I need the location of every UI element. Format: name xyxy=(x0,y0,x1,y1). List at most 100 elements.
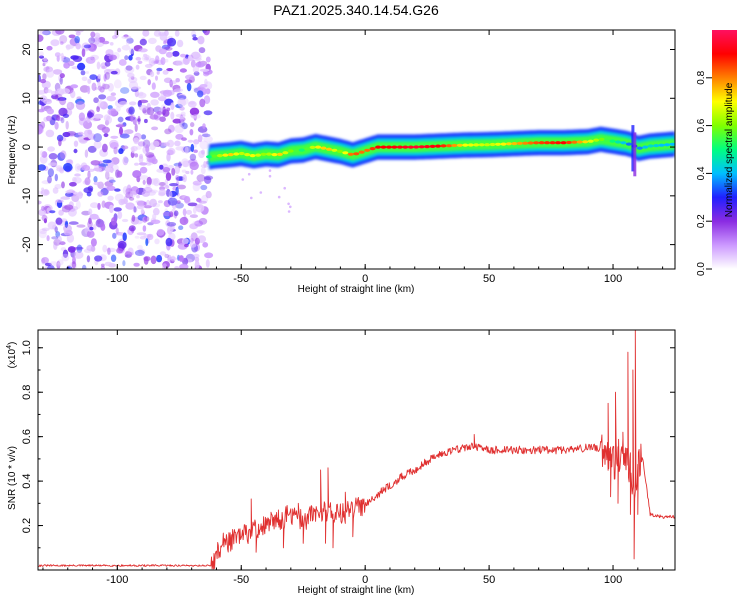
noise-speckle xyxy=(61,181,65,189)
noise-speckle xyxy=(41,227,50,232)
noise-speckle xyxy=(58,90,65,95)
spectrogram-ridge xyxy=(206,125,675,177)
ridge-peak xyxy=(369,147,376,151)
noise-speckle xyxy=(60,117,65,124)
ridge-peak xyxy=(571,140,578,144)
noise-speckle xyxy=(164,58,169,63)
noise-speckle xyxy=(193,139,200,145)
ridge-peak xyxy=(304,147,311,151)
ridge-peak xyxy=(658,143,665,147)
noise-speckle xyxy=(87,145,97,153)
noise-speckle xyxy=(150,91,160,98)
noise-speckle xyxy=(159,251,167,256)
noise-speckle xyxy=(171,168,176,176)
noise-speckle xyxy=(90,238,97,247)
noise-speckle xyxy=(84,149,89,158)
noise-speckle xyxy=(107,83,114,92)
noise-speckle xyxy=(86,230,95,238)
noise-speckle xyxy=(38,228,48,235)
noise-speckle xyxy=(62,113,69,118)
noise-speckle xyxy=(153,60,159,64)
noise-speckle xyxy=(129,190,137,198)
ridge-peak xyxy=(255,153,262,157)
noise-speckle xyxy=(196,230,205,234)
ridge-peak xyxy=(298,148,305,152)
noise-speckle xyxy=(166,68,174,72)
noise-speckle xyxy=(154,238,160,245)
noise-speckle xyxy=(189,153,197,161)
noise-speckle xyxy=(178,255,184,262)
ridge-band-green xyxy=(209,133,675,163)
noise-dot xyxy=(247,172,251,176)
noise-speckle xyxy=(184,57,189,64)
ridge-peak xyxy=(233,152,240,156)
noise-speckle xyxy=(190,237,194,243)
noise-speckle xyxy=(146,176,152,186)
noise-speckle xyxy=(170,255,176,262)
y-tick-label: 10 xyxy=(21,92,33,104)
noise-speckle xyxy=(174,124,184,134)
noise-speckle xyxy=(93,176,98,183)
noise-speckle xyxy=(47,168,55,177)
noise-speckle xyxy=(38,164,46,171)
noise-speckle xyxy=(66,233,75,243)
noise-speckle xyxy=(134,235,140,239)
ridge-peak xyxy=(353,152,360,156)
noise-speckle xyxy=(137,60,143,64)
noise-speckle xyxy=(98,94,107,100)
noise-speckle xyxy=(91,82,97,92)
noise-speckle xyxy=(185,170,190,175)
noise-speckle xyxy=(201,194,209,204)
ridge-peak xyxy=(462,143,469,147)
noise-speckle xyxy=(189,242,197,248)
noise-speckle xyxy=(42,30,51,36)
noise-speckle xyxy=(117,47,122,53)
noise-speckle xyxy=(173,210,179,217)
ridge-peak xyxy=(347,152,354,156)
noise-speckle xyxy=(127,72,135,78)
noise-speckle xyxy=(194,53,202,61)
ridge-peak xyxy=(282,151,289,155)
noise-dot xyxy=(287,210,291,213)
colorbar-tick-label: 0.2 xyxy=(696,214,707,228)
noise-speckle xyxy=(143,256,149,265)
noise-speckle xyxy=(162,109,170,117)
noise-speckle xyxy=(129,115,134,122)
noise-speckle xyxy=(39,55,44,59)
noise-speckle xyxy=(40,189,50,196)
noise-speckle xyxy=(159,142,167,147)
noise-speckle xyxy=(97,202,101,210)
ridge-peak xyxy=(287,149,294,153)
noise-speckle xyxy=(202,242,209,248)
noise-speckle xyxy=(48,162,58,166)
noise-speckle xyxy=(79,139,88,143)
noise-speckle xyxy=(110,92,117,96)
noise-speckle xyxy=(143,187,153,193)
noise-speckle xyxy=(203,95,211,105)
noise-speckle xyxy=(203,175,214,181)
noise-speckle xyxy=(131,146,135,154)
noise-speckle xyxy=(90,31,96,38)
snr-y-label: SNR (10 * v/v) xyxy=(7,446,18,510)
noise-speckle xyxy=(182,208,187,216)
ridge-peak xyxy=(473,143,480,147)
noise-speckle xyxy=(181,122,188,130)
noise-speckle xyxy=(114,193,124,202)
noise-speckle xyxy=(153,177,160,187)
y-tick-label: 0.6 xyxy=(21,429,33,444)
noise-speckle xyxy=(177,184,187,190)
noise-speckle xyxy=(155,59,159,64)
noise-speckle xyxy=(189,161,199,171)
noise-speckle xyxy=(43,218,48,224)
y-tick-label: 0.4 xyxy=(21,473,33,488)
noise-speckle xyxy=(77,62,86,71)
noise-speckle xyxy=(114,188,121,192)
noise-speckle xyxy=(155,75,158,81)
noise-speckle xyxy=(41,257,49,264)
ridge-peak xyxy=(271,153,278,157)
noise-speckle xyxy=(59,73,65,79)
ridge-peak xyxy=(216,154,223,158)
noise-speckle xyxy=(148,37,157,45)
ridge-peak xyxy=(500,142,507,146)
ridge-peak xyxy=(440,144,447,148)
